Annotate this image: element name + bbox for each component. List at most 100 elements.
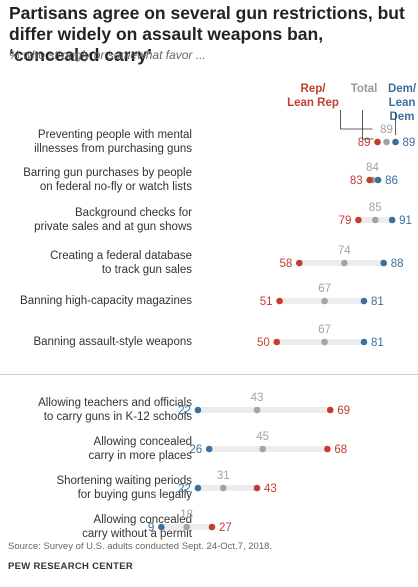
row-label-line: Allowing teachers and officials bbox=[38, 397, 192, 409]
legend-rep-line2: Lean Rep bbox=[287, 97, 339, 109]
dot-rep bbox=[295, 259, 303, 267]
row-label-line: illnesses from purchasing guns bbox=[34, 143, 192, 155]
label-rep: 51 bbox=[260, 296, 273, 308]
label-total: 67 bbox=[318, 324, 331, 336]
label-dem: 22 bbox=[178, 483, 191, 495]
section-divider bbox=[0, 374, 418, 375]
row-label: Barring gun purchases by people on federa… bbox=[2, 166, 192, 194]
label-dem: 22 bbox=[178, 405, 191, 417]
label-total: 18 bbox=[180, 509, 193, 521]
row-label-line: Preventing people with mental bbox=[37, 129, 192, 141]
label-rep: 50 bbox=[257, 337, 270, 349]
row-label: Allowing teachers and officials to carry … bbox=[2, 396, 192, 424]
dot-rep bbox=[366, 176, 373, 184]
dot-rep bbox=[326, 406, 334, 414]
dot-dem bbox=[194, 406, 202, 414]
label-dem: 86 bbox=[385, 175, 398, 187]
row-label: Allowing concealed carry without a permit bbox=[2, 513, 192, 541]
row-label: Banning high-capacity magazines bbox=[2, 294, 192, 308]
row-label-line: Banning high-capacity magazines bbox=[20, 295, 192, 307]
row-label: Allowing concealed carry in more places bbox=[2, 435, 192, 463]
label-rep: 43 bbox=[264, 483, 277, 495]
brand-name: PEW RESEARCH CENTER bbox=[8, 561, 133, 572]
label-dem: 89 bbox=[403, 137, 416, 149]
label-rep: 79 bbox=[339, 215, 352, 227]
label-total: 31 bbox=[217, 470, 230, 482]
dot-total bbox=[321, 297, 328, 305]
label-rep: 68 bbox=[334, 444, 347, 456]
dot-rep bbox=[253, 484, 261, 492]
label-total: 85 bbox=[369, 202, 382, 214]
dot-rep bbox=[374, 138, 381, 146]
legend-connector-rep bbox=[362, 110, 374, 140]
row-label-line: Creating a federal database bbox=[50, 250, 192, 262]
label-total: 74 bbox=[338, 245, 351, 257]
legend-rep: Rep/ Lean Rep bbox=[278, 82, 348, 110]
dot-rep bbox=[276, 297, 283, 305]
dot-dem bbox=[360, 338, 368, 346]
label-dem: 91 bbox=[399, 215, 412, 227]
row-label: Preventing people with mental illnesses f… bbox=[2, 128, 192, 156]
dot-rep bbox=[355, 216, 362, 224]
dot-dem bbox=[158, 523, 165, 531]
dot-dem bbox=[380, 259, 388, 267]
dot-dem bbox=[374, 176, 382, 184]
chart-title: Partisans agree on several gun restricti… bbox=[9, 3, 405, 65]
row-label-line: private sales and at gun shows bbox=[34, 221, 192, 233]
dot-total bbox=[259, 445, 266, 453]
row-label-line: Shortening waiting periods bbox=[56, 475, 192, 487]
dot-dem bbox=[388, 216, 396, 224]
dot-total bbox=[371, 216, 379, 224]
label-total: 84 bbox=[366, 162, 379, 174]
row-label: Background checks for private sales and a… bbox=[2, 206, 192, 234]
label-dem: 9 bbox=[148, 522, 154, 534]
dot-dem bbox=[205, 445, 213, 453]
dot-total bbox=[383, 138, 390, 146]
label-dem: 81 bbox=[371, 337, 384, 349]
legend-connector-total bbox=[340, 110, 373, 130]
row-label-line: to track gun sales bbox=[101, 264, 192, 276]
row-label-line: Allowing concealed bbox=[93, 436, 192, 448]
label-rep: 69 bbox=[337, 405, 350, 417]
dot-rep bbox=[273, 338, 281, 346]
chart-subtitle: % who strongly or somewhat favor ... bbox=[9, 48, 206, 62]
label-rep: 27 bbox=[219, 522, 232, 534]
dot-total bbox=[253, 406, 261, 414]
row-label-line: Barring gun purchases by people bbox=[23, 167, 192, 179]
legend-total: Total bbox=[350, 83, 378, 95]
row-label-line: Background checks for bbox=[75, 207, 192, 219]
label-dem: 26 bbox=[189, 444, 202, 456]
row-label-line: carry in more places bbox=[88, 450, 192, 462]
label-total: 67 bbox=[318, 283, 331, 295]
label-rep: 58 bbox=[279, 258, 292, 270]
label-total: 43 bbox=[251, 392, 264, 404]
dot-total bbox=[219, 484, 227, 492]
label-rep: 89 bbox=[358, 137, 371, 149]
dot-rep bbox=[208, 523, 216, 531]
label-dem: 81 bbox=[371, 296, 384, 308]
legend-rep-line1: Rep/ bbox=[300, 83, 326, 95]
row-label-line: on federal no-fly or watch lists bbox=[39, 181, 192, 193]
dot-dem bbox=[360, 297, 368, 305]
label-rep: 83 bbox=[350, 175, 363, 187]
label-dem: 88 bbox=[391, 258, 404, 270]
row-label-line: Allowing concealed bbox=[93, 514, 192, 526]
legend-dem-line1: Dem/ bbox=[387, 83, 417, 95]
label-total: 45 bbox=[256, 431, 269, 443]
dot-dem bbox=[392, 138, 399, 146]
row-label: Creating a federal database to track gun … bbox=[2, 249, 192, 277]
row-label-line: Banning assault-style weapons bbox=[33, 336, 192, 348]
row-label-line: for buying guns legally bbox=[77, 489, 192, 501]
dot-total bbox=[183, 523, 190, 531]
row-label: Shortening waiting periods for buying gun… bbox=[2, 474, 192, 502]
row-label: Banning assault-style weapons bbox=[2, 335, 192, 349]
dot-rep bbox=[324, 445, 331, 453]
dot-dem bbox=[194, 484, 202, 492]
dot-total bbox=[321, 338, 328, 346]
row-label-line: to carry guns in K-12 schools bbox=[43, 411, 192, 423]
row-label-line: carry without a permit bbox=[82, 528, 192, 540]
source-note: Source: Survey of U.S. adults conducted … bbox=[8, 541, 273, 552]
label-total: 89 bbox=[380, 124, 393, 136]
dot-total bbox=[341, 259, 348, 267]
